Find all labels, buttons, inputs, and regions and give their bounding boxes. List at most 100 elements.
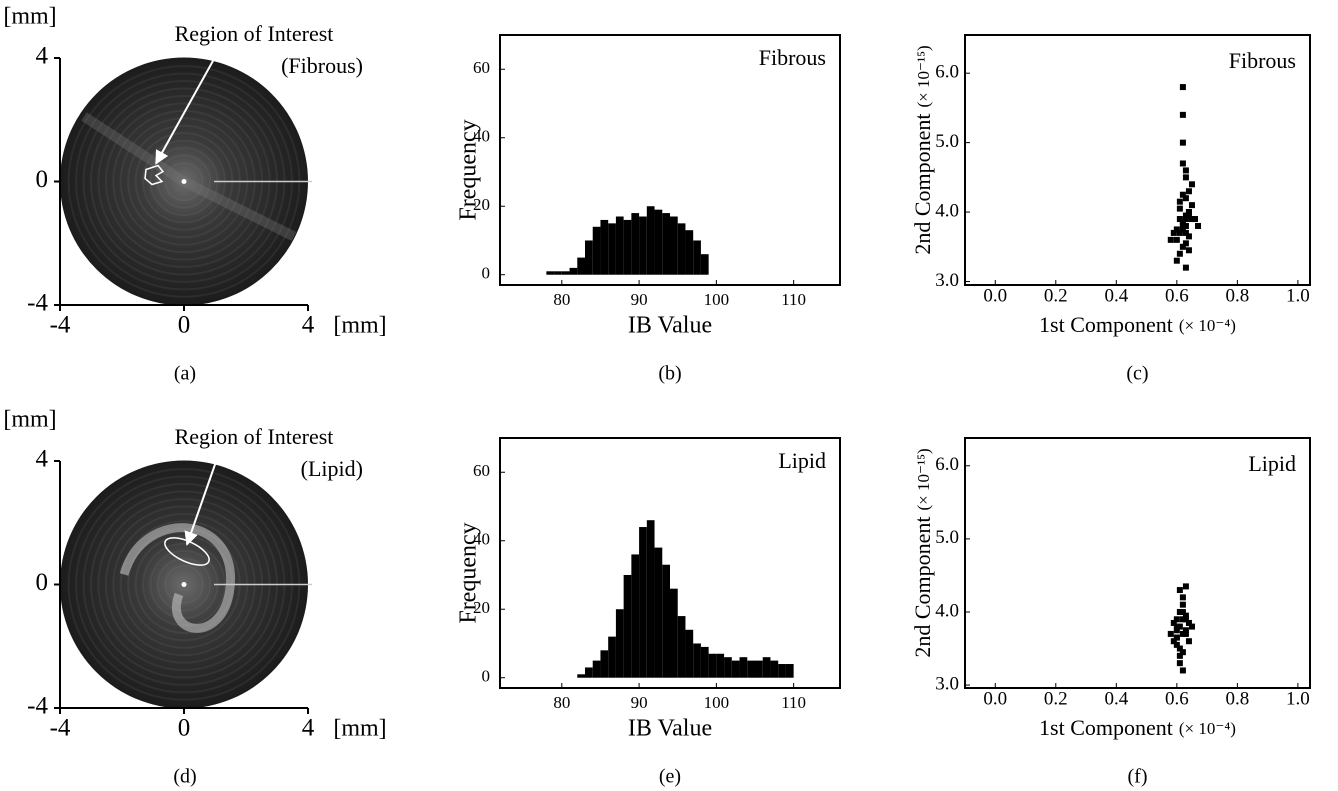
histogram-bar [755, 660, 763, 678]
scatter-point [1185, 233, 1192, 240]
scatter-point [1185, 212, 1192, 219]
histogram-bar [615, 609, 624, 678]
speckle-ring [164, 161, 204, 202]
plot-frame [964, 34, 1311, 286]
histogram-bar [585, 667, 593, 678]
histogram-bar [569, 267, 578, 275]
x-tick-label: 4 [302, 312, 315, 339]
scatter-point [1182, 222, 1189, 229]
scatter-point [1182, 229, 1189, 236]
histogram-bar [631, 554, 640, 678]
scatter-point [1173, 257, 1180, 264]
histogram-bar [546, 271, 555, 275]
plot-frame [964, 437, 1311, 689]
annotation-arrow [184, 452, 220, 546]
y-tick-label: 5.0 [935, 527, 959, 548]
histogram-bar [623, 219, 632, 275]
scatter-point [1185, 247, 1192, 254]
x-tick-label: 0.8 [1225, 688, 1249, 709]
scatter-point [1182, 583, 1189, 590]
scatter-point [1182, 212, 1189, 219]
scatter-point [1176, 608, 1183, 615]
y-tick-label: 20 [473, 195, 490, 214]
scatter-point [1179, 226, 1186, 233]
x-tick-label: -4 [50, 715, 71, 742]
scatter-point [1173, 627, 1180, 634]
histogram-bar [670, 216, 678, 275]
histogram-bar [623, 574, 632, 678]
y-tick-label: 40 [473, 530, 490, 549]
panel-caption: (e) [659, 766, 681, 788]
plot-frame [499, 34, 841, 286]
scatter-point [1179, 667, 1186, 674]
histogram-bar [654, 209, 663, 275]
histogram-bar [716, 653, 725, 678]
y-axis-label: 2nd Component (× 10⁻¹⁵) [910, 45, 935, 254]
scatter-point [1179, 191, 1186, 198]
scatter-point [1173, 623, 1180, 630]
x-tick-label: -4 [50, 312, 71, 339]
x-tick-label: 0.2 [1044, 285, 1068, 306]
histogram-bar [731, 660, 740, 678]
x-unit: [mm] [333, 716, 386, 742]
y-axis-label: 2nd Component (× 10⁻¹⁵) [910, 448, 935, 657]
x-tick-label: 80 [553, 290, 570, 309]
x-tick-label: 0 [178, 312, 191, 339]
scatter-point [1179, 601, 1186, 608]
y-axis-label-text: 2nd Component [910, 113, 935, 254]
histogram-bar [708, 653, 717, 678]
x-tick-label: 4 [302, 715, 315, 742]
y-tick-label: 4.0 [935, 200, 959, 221]
x-tick-label: 0.0 [983, 688, 1007, 709]
y-tick-label: 6.0 [935, 62, 959, 83]
scatter-point [1182, 612, 1189, 619]
panel-caption: (b) [658, 363, 681, 385]
scatter-point [1185, 619, 1192, 626]
speckle-ring [156, 154, 212, 209]
scatter-point [1173, 616, 1180, 623]
histogram-bar [585, 240, 593, 275]
scatter-point [1182, 627, 1189, 634]
ultrasound-image [60, 57, 312, 306]
y-tick-label: 3.0 [935, 673, 959, 694]
y-axis-label: Frequency [456, 119, 482, 220]
scatter-point [1176, 250, 1183, 257]
x-tick-label: 0.2 [1044, 688, 1068, 709]
panel-caption: (f) [1128, 766, 1148, 788]
scatter-point [1179, 139, 1186, 146]
histogram-bar [646, 206, 655, 275]
x-tick-label: 0.6 [1165, 285, 1189, 306]
scatter-point [1179, 616, 1186, 623]
scatter-point [1182, 616, 1189, 623]
scatter-point [1176, 229, 1183, 236]
histogram-bar [631, 213, 640, 275]
scatter-point [1195, 222, 1202, 229]
scatter-point [1173, 226, 1180, 233]
x-axis-label-text: 1st Component [1039, 715, 1173, 740]
histogram-bar [685, 230, 694, 275]
scatter-point [1176, 587, 1183, 594]
scatter-point [1179, 222, 1186, 229]
histogram-bar [670, 588, 678, 678]
catheter [181, 179, 187, 184]
scatter-point [1182, 167, 1189, 174]
scatter-point [1176, 216, 1183, 223]
scatter-point [1176, 198, 1183, 205]
scatter-point [1182, 264, 1189, 271]
scatter-point [1173, 634, 1180, 641]
x-tick-label: 90 [631, 693, 648, 712]
histogram-bar [662, 564, 670, 678]
scatter-point [1192, 216, 1198, 223]
y-tick-label: 4 [36, 446, 49, 473]
y-tick-label: 4.0 [935, 600, 959, 621]
x-tick-label: 0.4 [1104, 688, 1128, 709]
x-tick-label: 0.6 [1165, 688, 1189, 709]
histogram-bar [561, 271, 570, 275]
panel-title: Lipid [1248, 451, 1296, 476]
scatter-point [1185, 209, 1192, 216]
annotation-arrow [155, 49, 220, 165]
scatter-point [1176, 660, 1183, 667]
histogram-bar [639, 527, 647, 678]
histogram-bar [615, 216, 624, 275]
